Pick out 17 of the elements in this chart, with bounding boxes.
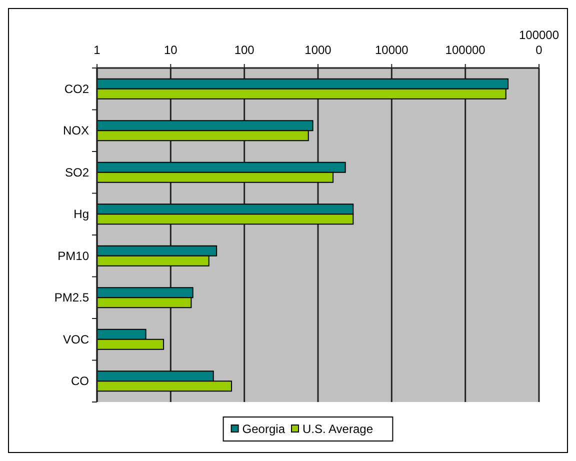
legend-label: Georgia xyxy=(242,422,286,436)
legend-label: U.S. Average xyxy=(302,422,374,436)
y-tick-label: Hg xyxy=(74,207,89,222)
y-tick-label: NOX xyxy=(62,124,89,138)
x-tick-label: 1000 xyxy=(304,43,332,57)
y-tick-label: CO xyxy=(71,374,89,388)
y-tick-label: CO2 xyxy=(64,82,90,96)
y-tick-label: PM2.5 xyxy=(54,290,90,305)
x-tick-label: 10000 xyxy=(374,43,409,57)
x-tick-label: 10 xyxy=(164,43,178,57)
x-tick-label: 100 xyxy=(234,43,255,57)
y-tick-label: SO2 xyxy=(64,165,90,180)
y-tick-label: PM10 xyxy=(58,248,90,263)
y-tick-label: VOC xyxy=(62,332,90,346)
x-tick-label: 1 xyxy=(94,43,101,57)
x-tick-label: 100000 xyxy=(445,43,486,57)
x-tick-label: 100000 0 xyxy=(518,28,560,57)
